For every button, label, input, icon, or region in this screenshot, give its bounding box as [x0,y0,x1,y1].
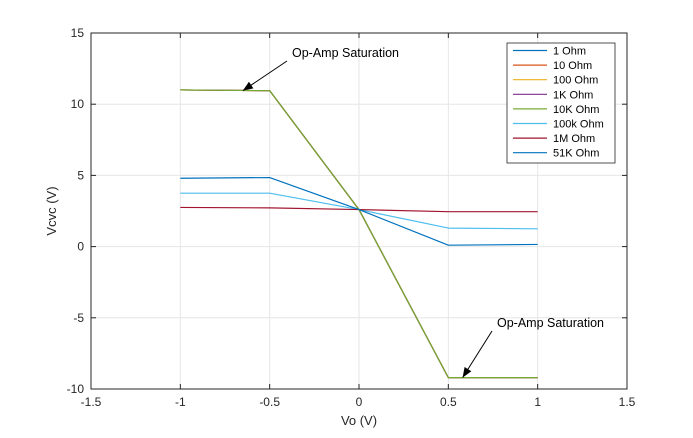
y-axis-label: Vcvc (V) [44,186,59,235]
y-tick-label: 15 [71,26,85,40]
y-tick-label: -5 [73,311,84,325]
y-tick-label: -10 [67,382,85,396]
legend-entry: 10K Ohm [553,104,599,116]
annotation-arrowhead-1 [242,81,254,91]
legend-entry: 1M Ohm [553,133,595,145]
legend-box [506,42,616,164]
annotation-text-2: Op-Amp Saturation [497,316,604,330]
y-tick-label: 0 [77,240,84,254]
y-tick-label: 10 [71,97,85,111]
x-tick-label: 1.5 [619,395,636,409]
annotation-text-1: Op-Amp Saturation [292,46,399,60]
series-line-8 [180,176,538,246]
x-tick-label: 0 [356,395,363,409]
x-tick-label: -1.5 [81,395,102,409]
axis-ticks: -1.5 -1 -0.5 0 0.5 1 1.5 -10 -5 0 5 10 15 [67,26,636,409]
x-tick-label: -1 [175,395,186,409]
legend-entry: 1 Ohm [553,46,586,58]
x-axis-label: Vo (V) [341,413,377,428]
y-tick-label: 5 [77,168,84,182]
x-tick-label: -0.5 [259,395,280,409]
annotation-arrowhead-2 [462,367,472,378]
x-tick-label: 0.5 [440,395,457,409]
legend-entry: 100 Ohm [553,75,598,87]
legend-entry: 100k Ohm [553,119,604,131]
legend-entry: 51K Ohm [553,148,599,160]
legend-entry: 1K Ohm [553,89,593,101]
annotations: Op-Amp Saturation Op-Amp Saturation [242,46,604,378]
x-tick-label: 1 [534,395,541,409]
series-lines [180,89,538,379]
legend: 1 Ohm 10 Ohm 100 Ohm 1K Ohm 10K Ohm 100k Ohm 1… [506,42,616,164]
legend-entry: 10 Ohm [553,60,592,72]
